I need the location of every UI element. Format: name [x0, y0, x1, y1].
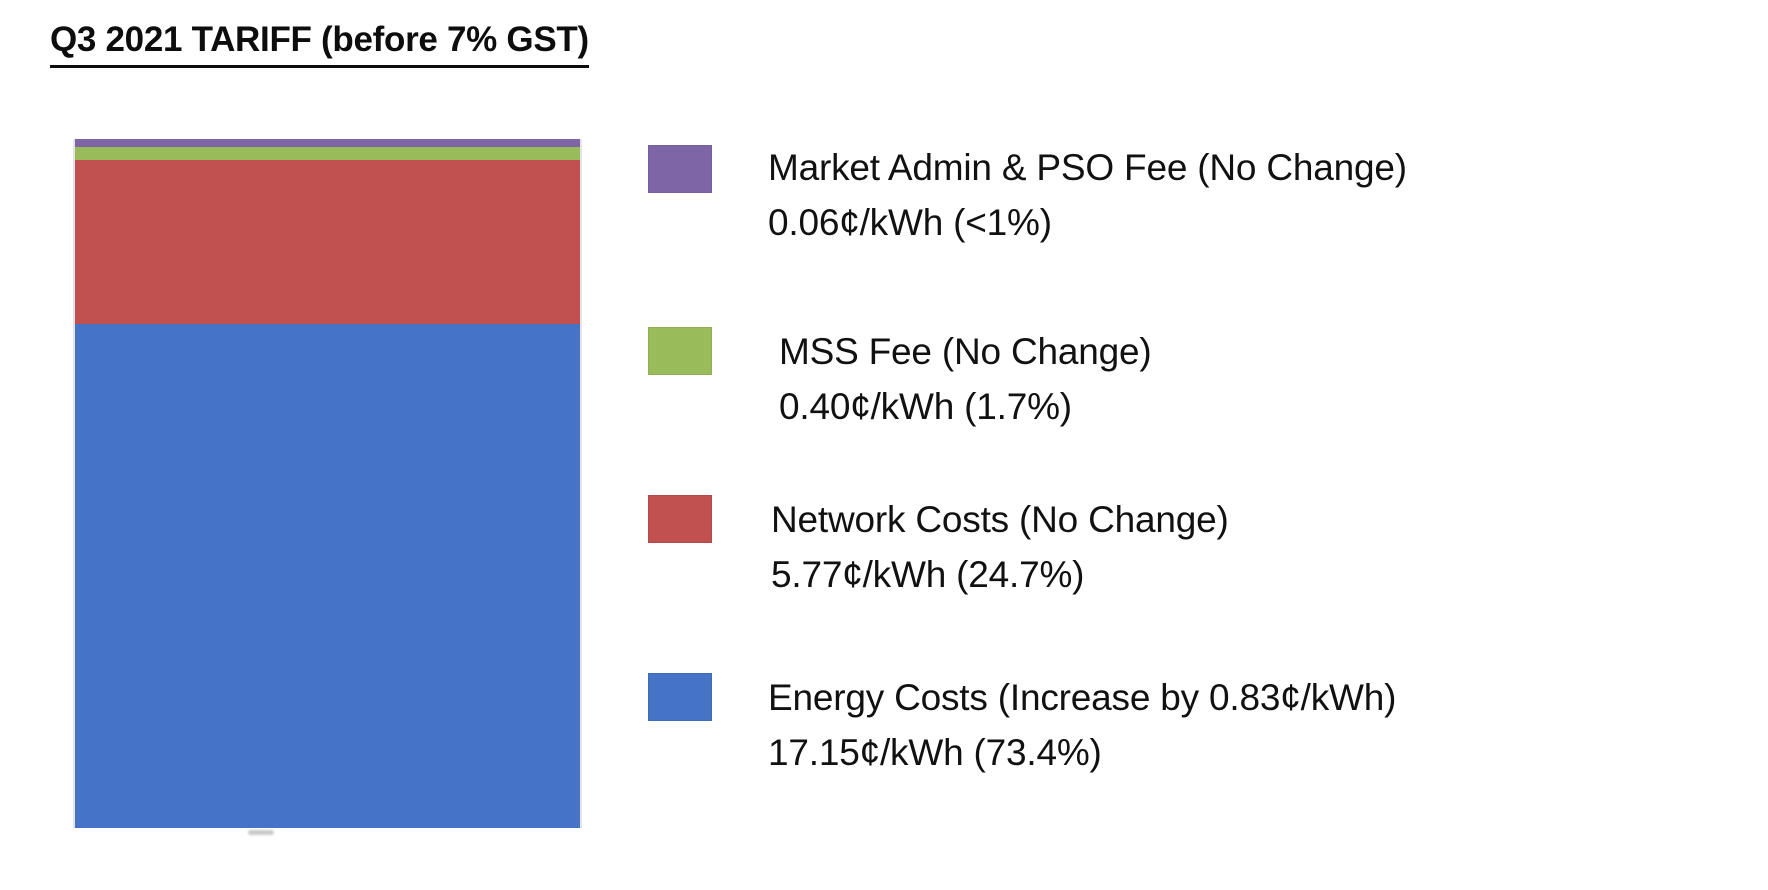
legend-swatch-market-admin-pso-fee [648, 145, 712, 193]
legend-item-label: Market Admin & PSO Fee (No Change) [768, 147, 1407, 188]
legend-item-market-admin-pso-fee: Market Admin & PSO Fee (No Change) 0.06¢… [768, 140, 1407, 250]
legend-item-label: MSS Fee (No Change) [779, 331, 1152, 372]
bar-segment-network-costs [75, 160, 580, 324]
legend-item-network-costs: Network Costs (No Change) 5.77¢/kWh (24.… [771, 492, 1229, 602]
legend-item-value: 17.15¢/kWh (73.4%) [768, 732, 1102, 773]
legend-swatch-network-costs [648, 495, 712, 543]
legend-item-value: 0.40¢/kWh (1.7%) [779, 386, 1072, 427]
legend-swatch-energy-costs [648, 673, 712, 721]
legend-swatch-mss-fee [648, 327, 712, 375]
legend-item-energy-costs: Energy Costs (Increase by 0.83¢/kWh) 17.… [768, 670, 1396, 780]
axis-label-artifact [248, 830, 274, 835]
legend-item-label: Energy Costs (Increase by 0.83¢/kWh) [768, 677, 1397, 718]
legend-item-value: 5.77¢/kWh (24.7%) [771, 554, 1085, 595]
legend-item-value: 0.06¢/kWh (<1%) [768, 202, 1052, 243]
bar-segment-energy-costs [75, 324, 580, 828]
legend-item-mss-fee: MSS Fee (No Change) 0.40¢/kWh (1.7%) [779, 324, 1152, 434]
stacked-bar [73, 139, 582, 828]
bar-segment-market-admin-pso-fee [75, 139, 580, 147]
chart-title: Q3 2021 TARIFF (before 7% GST) [50, 20, 589, 68]
legend-item-label: Network Costs (No Change) [771, 499, 1229, 540]
bar-segment-mss-fee [75, 147, 580, 160]
